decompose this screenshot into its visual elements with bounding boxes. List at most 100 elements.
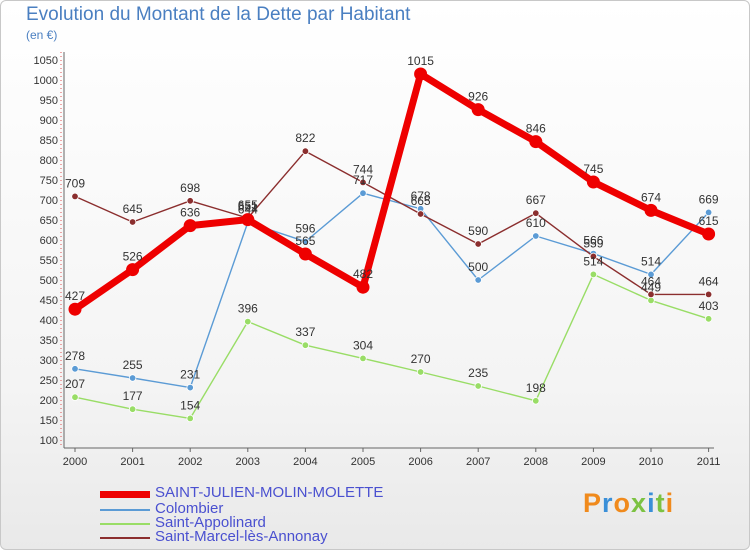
data-label: 744 xyxy=(353,162,373,176)
data-point xyxy=(474,240,482,248)
x-tick-label: 2010 xyxy=(639,456,663,468)
data-point xyxy=(647,290,655,299)
logo-letter: i xyxy=(647,488,656,518)
data-point xyxy=(416,368,425,376)
chart-title: Evolution du Montant de la Dette par Hab… xyxy=(26,4,411,25)
data-label: 745 xyxy=(583,162,603,176)
x-tick-label: 2011 xyxy=(697,456,721,468)
x-tick-label: 2008 xyxy=(524,456,548,468)
data-point xyxy=(589,252,598,261)
data-point xyxy=(359,189,367,197)
data-point xyxy=(589,270,598,279)
data-point xyxy=(68,302,82,316)
data-label: 255 xyxy=(123,358,143,372)
data-label: 154 xyxy=(180,398,200,412)
legend-swatch xyxy=(100,537,150,539)
y-tick-label: 900 xyxy=(40,115,58,127)
legend-swatch xyxy=(100,523,150,525)
data-label: 304 xyxy=(353,338,373,352)
y-tick-label: 550 xyxy=(40,255,58,267)
data-point xyxy=(647,270,655,279)
legend-swatch xyxy=(100,491,150,498)
data-label: 846 xyxy=(526,122,546,136)
data-label: 709 xyxy=(65,176,85,190)
data-label: 207 xyxy=(65,377,85,391)
y-tick-label: 950 xyxy=(40,95,58,107)
data-point xyxy=(414,67,428,81)
data-point xyxy=(298,247,312,261)
data-point xyxy=(71,393,79,401)
data-label: 396 xyxy=(238,302,258,316)
data-label: 636 xyxy=(180,206,200,220)
series-layer xyxy=(68,67,716,423)
data-point xyxy=(586,175,600,189)
data-point xyxy=(532,397,540,405)
data-point xyxy=(644,203,658,217)
data-label: 427 xyxy=(65,289,85,303)
data-label: 615 xyxy=(699,214,719,228)
data-point xyxy=(128,374,137,382)
data-label: 514 xyxy=(641,254,661,268)
data-label: 596 xyxy=(295,222,315,236)
y-tick-label: 650 xyxy=(40,215,58,227)
data-label: 698 xyxy=(180,181,200,195)
data-point xyxy=(301,237,310,246)
data-point xyxy=(71,192,79,201)
data-label: 198 xyxy=(526,381,546,395)
data-label: 514 xyxy=(583,254,603,268)
y-tick-label: 300 xyxy=(40,355,58,367)
data-label: 449 xyxy=(641,280,661,294)
data-label: 667 xyxy=(526,193,546,207)
data-point xyxy=(529,135,543,149)
y-tick-label: 1050 xyxy=(34,55,58,67)
y-tick-label: 200 xyxy=(40,395,58,407)
x-tick-label: 2003 xyxy=(236,456,260,468)
y-tick-label: 1000 xyxy=(34,75,58,87)
data-label: 717 xyxy=(353,173,373,187)
data-point xyxy=(356,280,370,294)
legend-item: Saint-Appolinard xyxy=(100,514,420,532)
legend-item: SAINT-JULIEN-MOLIN-MOLETTE xyxy=(100,484,420,502)
data-label: 403 xyxy=(699,299,719,313)
data-point xyxy=(474,276,482,284)
y-tick-label: 700 xyxy=(40,195,58,207)
data-point xyxy=(704,208,713,217)
data-label: 651 xyxy=(238,200,258,214)
y-tick-label: 750 xyxy=(40,175,58,187)
y-tick-label: 350 xyxy=(40,335,58,347)
x-tick-label: 2005 xyxy=(351,456,375,468)
data-label: 464 xyxy=(699,274,719,288)
data-label: 566 xyxy=(583,234,603,248)
data-point xyxy=(244,317,252,326)
legend-item: Colombier xyxy=(100,500,420,518)
data-label: 665 xyxy=(411,194,431,208)
data-point xyxy=(359,178,367,187)
legend-item: Saint-Marcel-lès-Annonay xyxy=(100,528,420,546)
x-tick-label: 2001 xyxy=(120,456,144,468)
data-point xyxy=(301,341,310,349)
series-line xyxy=(74,273,710,420)
x-tick-label: 2000 xyxy=(63,456,87,468)
data-label: 655 xyxy=(238,198,258,212)
x-tick-label: 2004 xyxy=(293,456,317,468)
legend-label: Colombier xyxy=(155,500,224,517)
data-point xyxy=(241,213,255,227)
logo-letter: r xyxy=(602,488,614,518)
y-tick-label: 850 xyxy=(40,135,58,147)
proxiti-logo: Proxiti xyxy=(583,488,674,519)
series-line xyxy=(74,150,710,296)
data-label: 669 xyxy=(699,192,719,206)
data-label: 526 xyxy=(123,250,143,264)
logo-letter: P xyxy=(583,488,603,518)
data-label-layer: 278 255 231 644 596 717 678 500 610 566 514 669 207 1… xyxy=(65,54,719,412)
data-point xyxy=(186,414,194,423)
data-point xyxy=(704,290,713,299)
logo-letter: x xyxy=(631,488,648,518)
data-label: 464 xyxy=(641,274,661,288)
y-tick-label: 450 xyxy=(40,295,58,307)
logo-letter: t xyxy=(655,488,666,518)
series-line xyxy=(71,70,713,313)
logo-letter: i xyxy=(665,488,675,518)
x-tick-label: 2009 xyxy=(581,456,605,468)
data-label: 822 xyxy=(295,131,315,145)
